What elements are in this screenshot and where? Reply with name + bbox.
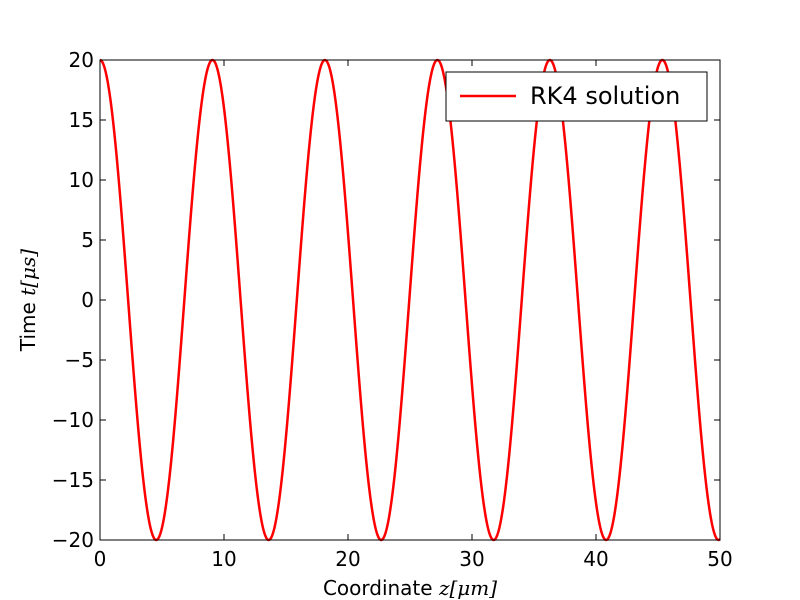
x-tick-label: 20 (335, 547, 360, 571)
y-tick-label: 10 (69, 168, 94, 192)
x-tick-label: 30 (459, 547, 484, 571)
legend: RK4 solution (445, 71, 708, 122)
y-tick-label: 5 (81, 228, 94, 252)
y-tick-label: −20 (52, 528, 94, 552)
series-layer (99, 58, 721, 542)
y-tick-label: 15 (69, 108, 94, 132)
x-axis-label: Coordinate z[μm] (323, 576, 497, 600)
x-tick-label: 0 (94, 547, 107, 571)
series-line-rk4-solution (99, 58, 721, 542)
y-tick-label: −15 (52, 468, 94, 492)
plot-frame (99, 59, 721, 541)
y-tick-label: 0 (81, 288, 94, 312)
x-tick-label: 50 (707, 547, 732, 571)
x-axis-label-text: Coordinate (323, 576, 439, 600)
y-tick-label: 20 (69, 48, 94, 72)
x-tick-label: 40 (583, 547, 608, 571)
y-axis-label-math: t[μs] (16, 249, 40, 296)
x-axis-label-math: z[μm] (438, 576, 497, 600)
y-axis-label: Time t[μs] (16, 249, 40, 352)
y-tick-label: −10 (52, 408, 94, 432)
legend-label: RK4 solution (530, 82, 680, 110)
y-tick-label: −5 (65, 348, 94, 372)
y-axis-label-text: Time (16, 296, 40, 352)
tick-layer: 0 10 20 30 40 50 −20 −15 −10 −5 0 5 10 15 20 (52, 48, 733, 571)
x-tick-label: 10 (211, 547, 236, 571)
